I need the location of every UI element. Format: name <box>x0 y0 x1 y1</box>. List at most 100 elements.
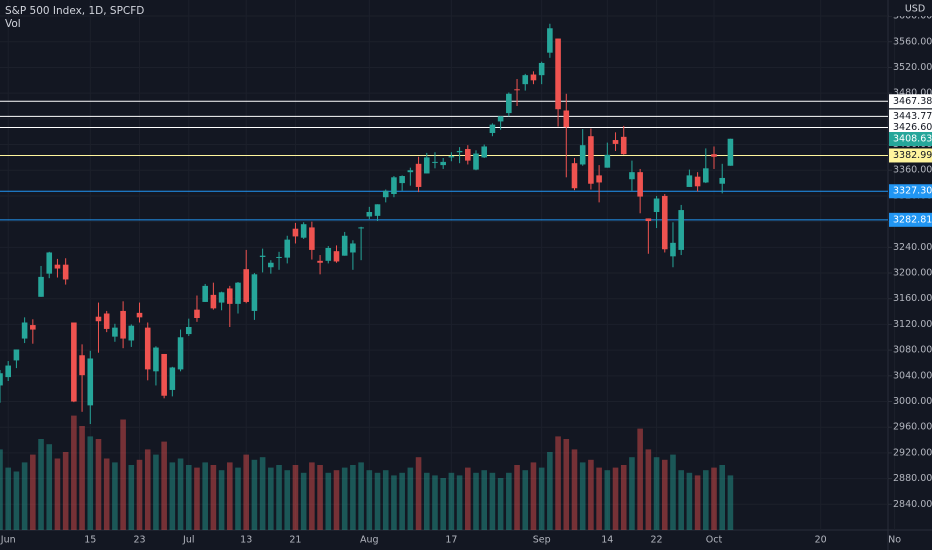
candle-body <box>637 172 643 197</box>
volume-bar <box>292 465 299 530</box>
volume-bar <box>177 458 184 530</box>
candle-body <box>530 74 537 81</box>
candle-body <box>71 322 77 402</box>
candle-body <box>268 262 274 268</box>
x-tick-label: 21 <box>289 535 301 546</box>
volume-bar <box>579 462 586 530</box>
candle-body <box>103 313 110 329</box>
candle-body <box>481 146 488 158</box>
x-tick-label: Sep <box>533 535 551 546</box>
price-label: 3408.63 <box>893 134 932 145</box>
candle-body <box>399 176 405 184</box>
candle-body <box>645 218 652 221</box>
volume-bar <box>407 467 414 530</box>
candle-body <box>440 161 446 166</box>
x-tick-label: No <box>888 535 901 546</box>
candle-body <box>382 190 389 198</box>
volume-bar <box>62 452 69 530</box>
candle-body <box>210 294 217 309</box>
candle-body <box>612 140 619 144</box>
x-tick-label: Jul <box>182 535 194 546</box>
candle-body <box>456 150 463 153</box>
candle-body <box>489 124 496 133</box>
candle-body <box>46 252 53 274</box>
candle-body <box>563 110 570 128</box>
volume-bar <box>555 436 561 530</box>
y-tick-label: 3560.00 <box>893 36 932 47</box>
volume-bar <box>489 472 496 530</box>
price-label: 3282.81 <box>893 214 932 225</box>
volume-bar <box>629 457 635 530</box>
volume-bar <box>341 467 348 530</box>
candle-body <box>374 204 381 216</box>
volume-bar <box>514 465 520 530</box>
y-tick-label: 3240.00 <box>893 242 932 253</box>
volume-bar <box>46 444 53 530</box>
volume-bar <box>358 462 364 530</box>
x-tick-label: 22 <box>651 535 663 546</box>
y-tick-label: 2920.00 <box>893 447 932 458</box>
candle-body <box>38 276 44 297</box>
volume-bar <box>325 472 332 530</box>
volume-bar <box>161 441 167 530</box>
volume-bar <box>21 462 28 530</box>
volume-bar <box>153 454 159 530</box>
price-label-bg <box>889 120 932 135</box>
candle-body <box>5 365 11 378</box>
candle-body <box>194 309 200 318</box>
candle-body <box>686 175 693 187</box>
candle-body <box>358 227 364 229</box>
volume-bar <box>128 465 135 530</box>
volume-bar <box>366 470 373 530</box>
currency: USD <box>905 4 925 15</box>
candle-body <box>54 264 61 269</box>
volume-bar <box>218 470 225 530</box>
candle-body <box>366 212 373 217</box>
candle-body <box>30 325 36 330</box>
candle-body <box>719 177 726 184</box>
candle-body <box>120 310 126 339</box>
volume-bar <box>169 462 176 530</box>
volume-bar <box>276 465 282 530</box>
candle-body <box>333 251 340 262</box>
candles <box>0 23 734 424</box>
volume-pane <box>0 415 734 530</box>
chart-title: S&P 500 Index, 1D, SPCFD <box>5 5 144 17</box>
candle-body <box>620 136 627 155</box>
y-tick-label: 3160.00 <box>893 293 932 304</box>
volume-bar <box>54 458 61 530</box>
candle-body <box>185 326 192 335</box>
volume-bar <box>259 457 266 530</box>
volume-bar <box>251 459 258 530</box>
candle-body <box>596 175 602 183</box>
volume-bar <box>481 470 488 530</box>
volume-bar <box>711 467 717 530</box>
volume-bar <box>522 470 529 530</box>
candle-body <box>694 176 701 187</box>
candle-body <box>391 177 397 195</box>
volume-bar <box>284 470 291 530</box>
price-lines <box>0 100 888 221</box>
volume-bar <box>620 465 627 530</box>
volume-bar <box>719 465 726 530</box>
volume-bar <box>423 472 430 530</box>
price-label-bg <box>889 148 932 163</box>
candle-body <box>317 260 323 263</box>
volume-bar <box>374 472 381 530</box>
x-tick-label: 14 <box>601 535 613 546</box>
candle-body <box>325 247 332 261</box>
candle-body <box>128 325 135 341</box>
y-tick-label: 3520.00 <box>893 62 932 73</box>
y-tick-label: 3080.00 <box>893 345 932 356</box>
candle-body <box>276 256 282 258</box>
volume-bar <box>136 459 143 530</box>
price-label: 3382.99 <box>893 150 932 161</box>
volume-bar <box>333 470 340 530</box>
volume-bar <box>571 449 578 530</box>
candle-body <box>300 224 307 238</box>
volume-bar <box>448 472 455 530</box>
volume-bar <box>120 419 126 530</box>
candle-body <box>87 358 94 406</box>
